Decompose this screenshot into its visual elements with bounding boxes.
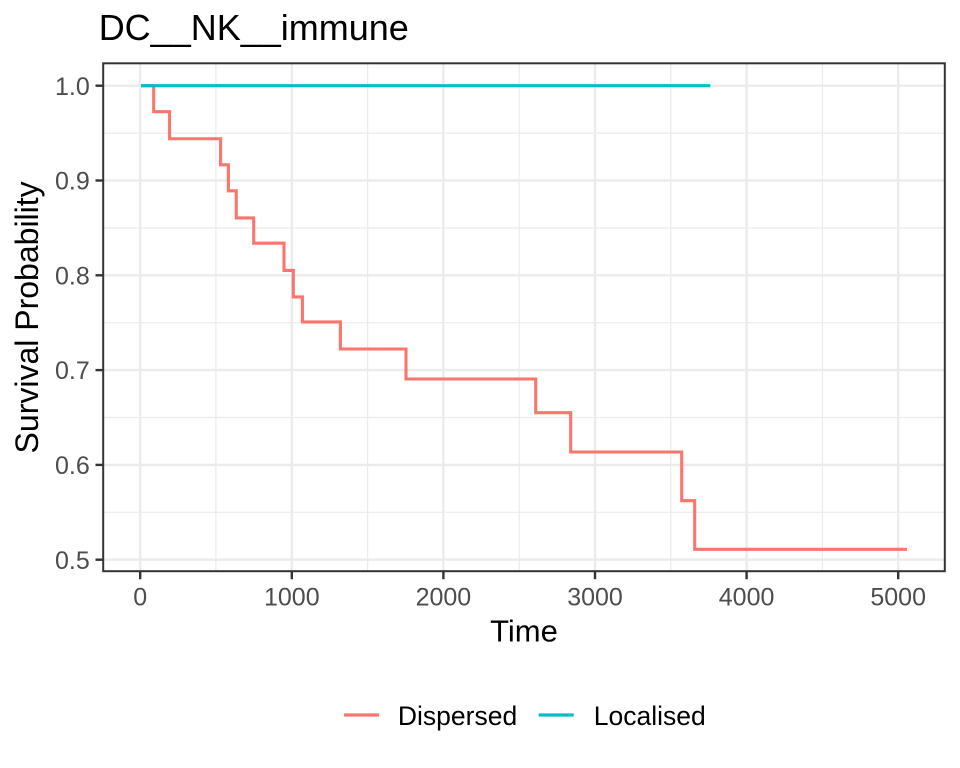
svg-text:0.8: 0.8 — [55, 262, 90, 290]
svg-text:0.9: 0.9 — [55, 168, 90, 196]
svg-text:DC__NK__immune: DC__NK__immune — [99, 7, 409, 48]
svg-text:0.5: 0.5 — [55, 547, 90, 575]
svg-text:Survival Probability: Survival Probability — [9, 181, 45, 453]
svg-text:Dispersed: Dispersed — [398, 701, 517, 731]
svg-text:1000: 1000 — [264, 584, 320, 612]
svg-text:0.6: 0.6 — [55, 452, 90, 480]
svg-text:Time: Time — [490, 614, 558, 649]
svg-text:3000: 3000 — [567, 584, 623, 612]
svg-text:2000: 2000 — [416, 584, 472, 612]
svg-text:5000: 5000 — [870, 584, 926, 612]
svg-text:0.7: 0.7 — [55, 357, 90, 385]
svg-text:4000: 4000 — [719, 584, 775, 612]
svg-text:1.0: 1.0 — [55, 73, 90, 101]
svg-text:0: 0 — [133, 584, 147, 612]
svg-text:Localised: Localised — [594, 701, 706, 731]
